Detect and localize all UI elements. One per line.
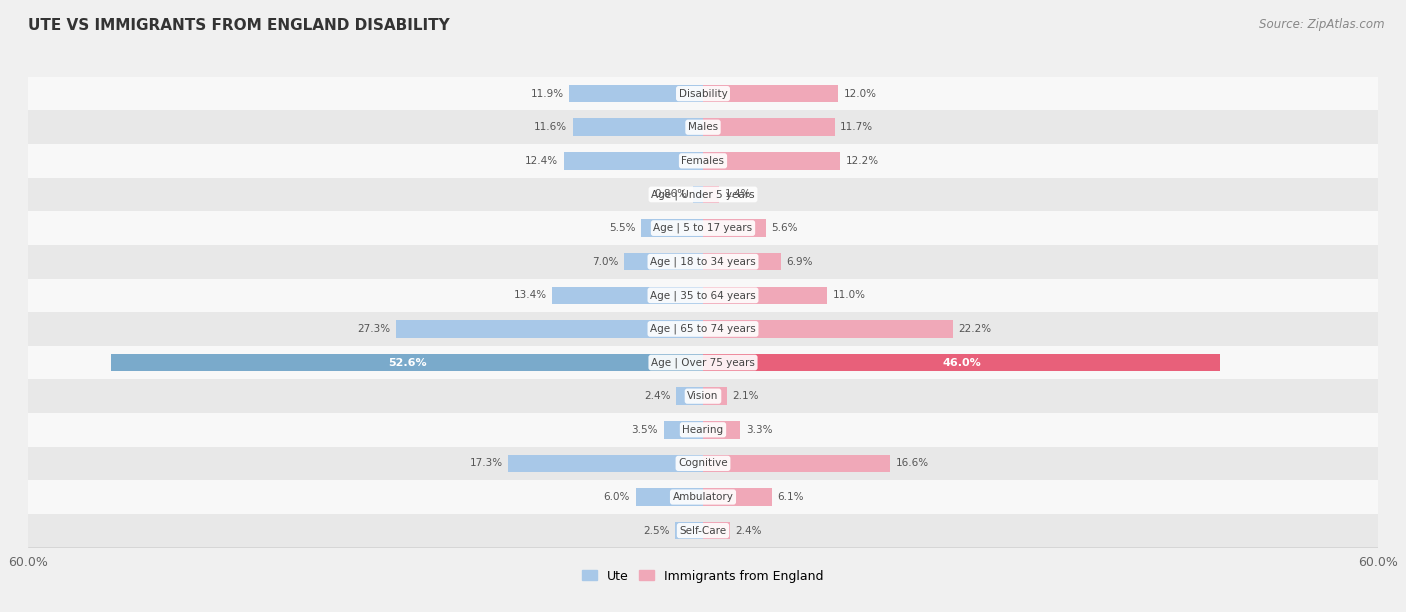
Bar <box>703 185 718 203</box>
Bar <box>703 219 766 237</box>
Text: 11.9%: 11.9% <box>530 89 564 99</box>
Bar <box>28 447 1378 480</box>
Text: 17.3%: 17.3% <box>470 458 503 468</box>
Bar <box>641 219 703 237</box>
Bar <box>703 253 780 271</box>
Text: 5.6%: 5.6% <box>772 223 799 233</box>
Bar <box>703 286 827 304</box>
Bar <box>28 110 1378 144</box>
Text: Self-Care: Self-Care <box>679 526 727 536</box>
Bar <box>703 387 727 405</box>
Bar <box>396 320 703 338</box>
Text: 16.6%: 16.6% <box>896 458 928 468</box>
Bar <box>703 320 953 338</box>
Bar <box>28 76 1378 110</box>
Bar <box>111 354 703 371</box>
Bar <box>28 144 1378 177</box>
Text: 2.5%: 2.5% <box>643 526 669 536</box>
Bar <box>572 119 703 136</box>
Text: Age | 5 to 17 years: Age | 5 to 17 years <box>654 223 752 233</box>
Text: 11.7%: 11.7% <box>841 122 873 132</box>
Text: 3.5%: 3.5% <box>631 425 658 435</box>
Bar <box>564 152 703 170</box>
Bar <box>703 354 1220 371</box>
Bar <box>509 455 703 472</box>
Text: 11.0%: 11.0% <box>832 290 865 300</box>
Bar <box>28 245 1378 278</box>
Bar <box>28 480 1378 514</box>
Text: Ambulatory: Ambulatory <box>672 492 734 502</box>
Text: 46.0%: 46.0% <box>942 357 981 368</box>
Bar <box>703 85 838 102</box>
Bar <box>28 312 1378 346</box>
Bar <box>703 488 772 506</box>
Text: Age | 65 to 74 years: Age | 65 to 74 years <box>650 324 756 334</box>
Text: 7.0%: 7.0% <box>592 256 619 267</box>
Text: 52.6%: 52.6% <box>388 357 426 368</box>
Bar <box>703 455 890 472</box>
Text: Disability: Disability <box>679 89 727 99</box>
Bar <box>703 119 835 136</box>
Text: 2.1%: 2.1% <box>733 391 759 401</box>
Bar <box>636 488 703 506</box>
Bar <box>664 421 703 439</box>
Text: 6.9%: 6.9% <box>786 256 813 267</box>
Bar <box>28 278 1378 312</box>
Text: 1.4%: 1.4% <box>724 190 751 200</box>
Text: 2.4%: 2.4% <box>735 526 762 536</box>
Text: 11.6%: 11.6% <box>534 122 567 132</box>
Text: 6.0%: 6.0% <box>603 492 630 502</box>
Text: Age | Under 5 years: Age | Under 5 years <box>651 189 755 200</box>
Text: 12.2%: 12.2% <box>846 156 879 166</box>
Text: Females: Females <box>682 156 724 166</box>
Text: 12.4%: 12.4% <box>524 156 558 166</box>
Bar <box>28 177 1378 211</box>
Text: 0.86%: 0.86% <box>655 190 688 200</box>
Text: 22.2%: 22.2% <box>959 324 991 334</box>
Bar <box>28 379 1378 413</box>
Bar <box>569 85 703 102</box>
Bar <box>703 152 841 170</box>
Text: 2.4%: 2.4% <box>644 391 671 401</box>
Text: Vision: Vision <box>688 391 718 401</box>
Text: 6.1%: 6.1% <box>778 492 804 502</box>
Bar <box>28 211 1378 245</box>
Bar <box>703 421 740 439</box>
Text: Cognitive: Cognitive <box>678 458 728 468</box>
Bar <box>693 185 703 203</box>
Text: 13.4%: 13.4% <box>513 290 547 300</box>
Text: Age | 18 to 34 years: Age | 18 to 34 years <box>650 256 756 267</box>
Text: 3.3%: 3.3% <box>745 425 772 435</box>
Text: 5.5%: 5.5% <box>609 223 636 233</box>
Text: Age | Over 75 years: Age | Over 75 years <box>651 357 755 368</box>
Bar <box>675 522 703 539</box>
Bar <box>703 522 730 539</box>
Bar <box>553 286 703 304</box>
Text: Source: ZipAtlas.com: Source: ZipAtlas.com <box>1260 18 1385 31</box>
Bar <box>28 413 1378 447</box>
Legend: Ute, Immigrants from England: Ute, Immigrants from England <box>578 564 828 588</box>
Bar <box>28 346 1378 379</box>
Bar <box>28 514 1378 548</box>
Text: 12.0%: 12.0% <box>844 89 876 99</box>
Text: Hearing: Hearing <box>682 425 724 435</box>
Text: 27.3%: 27.3% <box>357 324 391 334</box>
Bar <box>676 387 703 405</box>
Text: UTE VS IMMIGRANTS FROM ENGLAND DISABILITY: UTE VS IMMIGRANTS FROM ENGLAND DISABILIT… <box>28 18 450 34</box>
Text: Age | 35 to 64 years: Age | 35 to 64 years <box>650 290 756 300</box>
Text: Males: Males <box>688 122 718 132</box>
Bar <box>624 253 703 271</box>
